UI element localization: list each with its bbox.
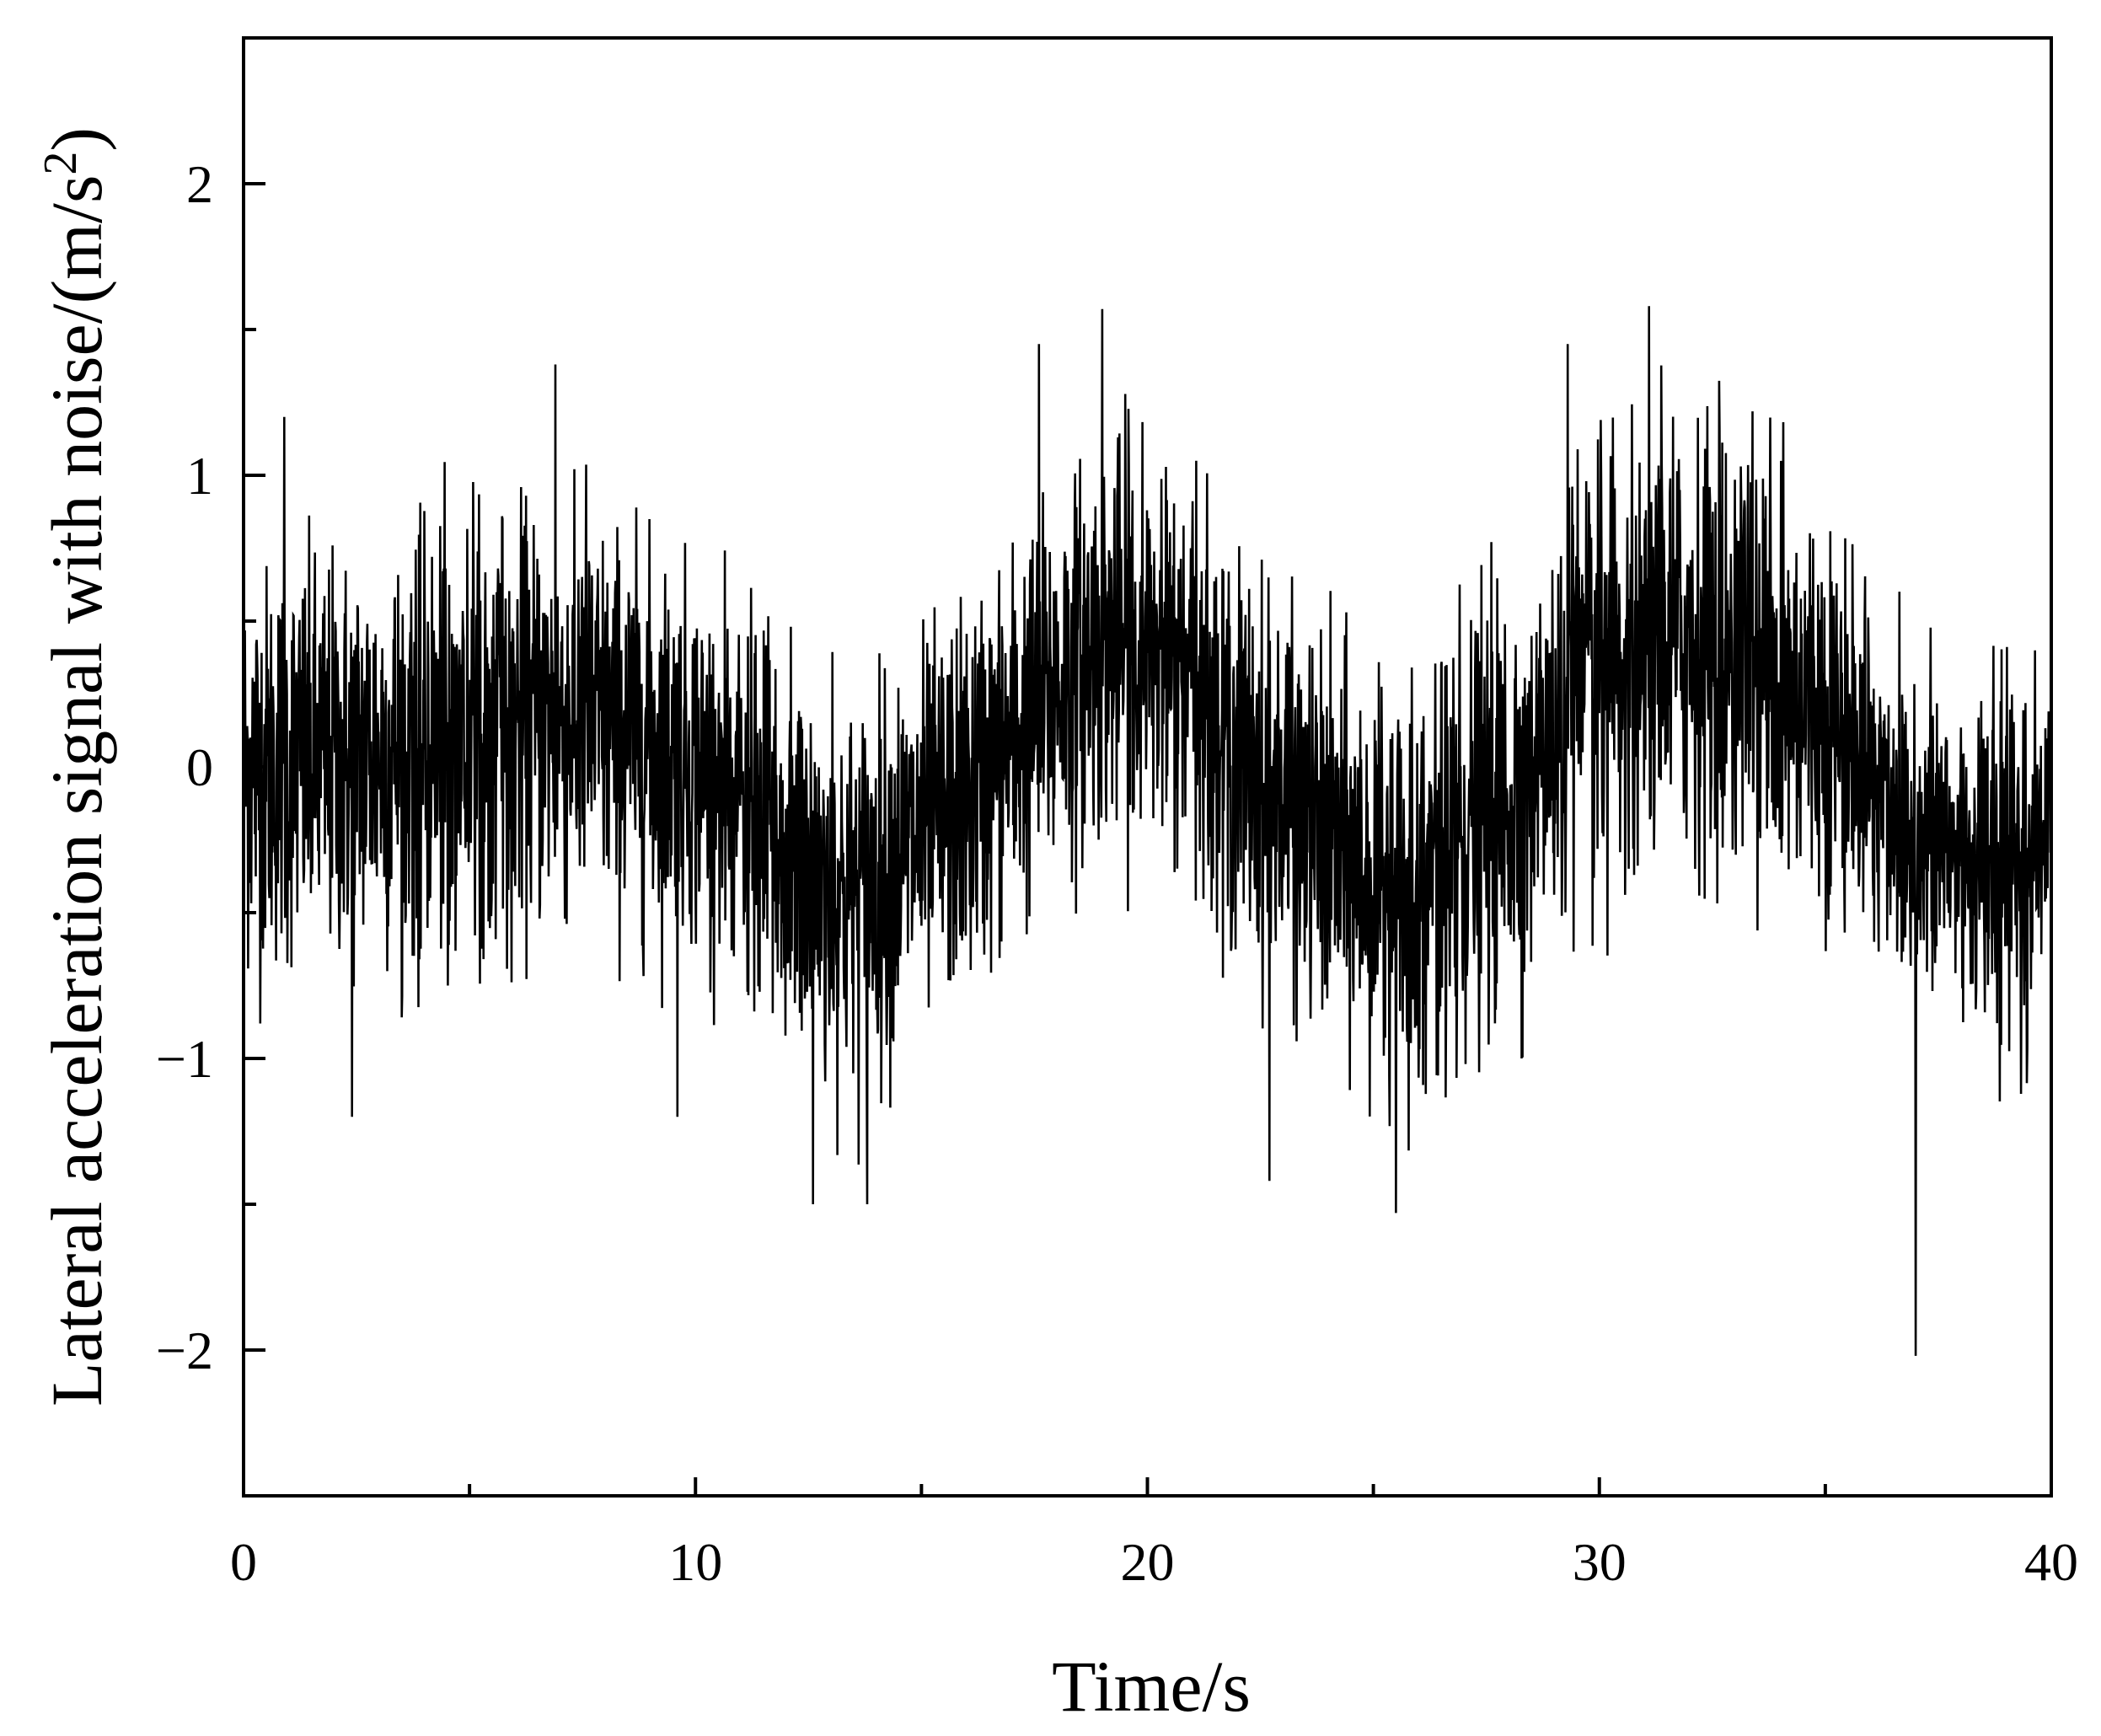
y-tick-label: 0 bbox=[186, 737, 213, 797]
x-tick-label: 30 bbox=[1573, 1532, 1627, 1592]
y-axis-title-close: ) bbox=[36, 127, 117, 152]
x-tick-label: 40 bbox=[2024, 1532, 2078, 1592]
y-tick-label: 2 bbox=[186, 154, 213, 214]
y-axis-title-superscript: 2 bbox=[35, 152, 87, 175]
labels: Time/s Lateral acceleration signal with … bbox=[35, 127, 1251, 1727]
plot-area bbox=[244, 306, 2051, 1356]
x-tick-label: 10 bbox=[668, 1532, 722, 1592]
y-tick-label: 1 bbox=[186, 446, 213, 506]
y-axis-title: Lateral acceleration signal with noise/(… bbox=[35, 127, 117, 1406]
x-tick-label: 20 bbox=[1121, 1532, 1175, 1592]
y-tick-label: −2 bbox=[156, 1321, 213, 1380]
x-tick-label: 0 bbox=[230, 1532, 257, 1592]
series-line bbox=[244, 306, 2051, 1356]
y-tick-label: −1 bbox=[156, 1029, 213, 1089]
axes: 0 10 20 30 40 −2 −1 0 1 2 bbox=[156, 36, 2078, 1592]
x-axis-title: Time/s bbox=[1052, 1646, 1251, 1727]
y-axis-title-main: Lateral acceleration signal with noise/(… bbox=[36, 175, 117, 1406]
